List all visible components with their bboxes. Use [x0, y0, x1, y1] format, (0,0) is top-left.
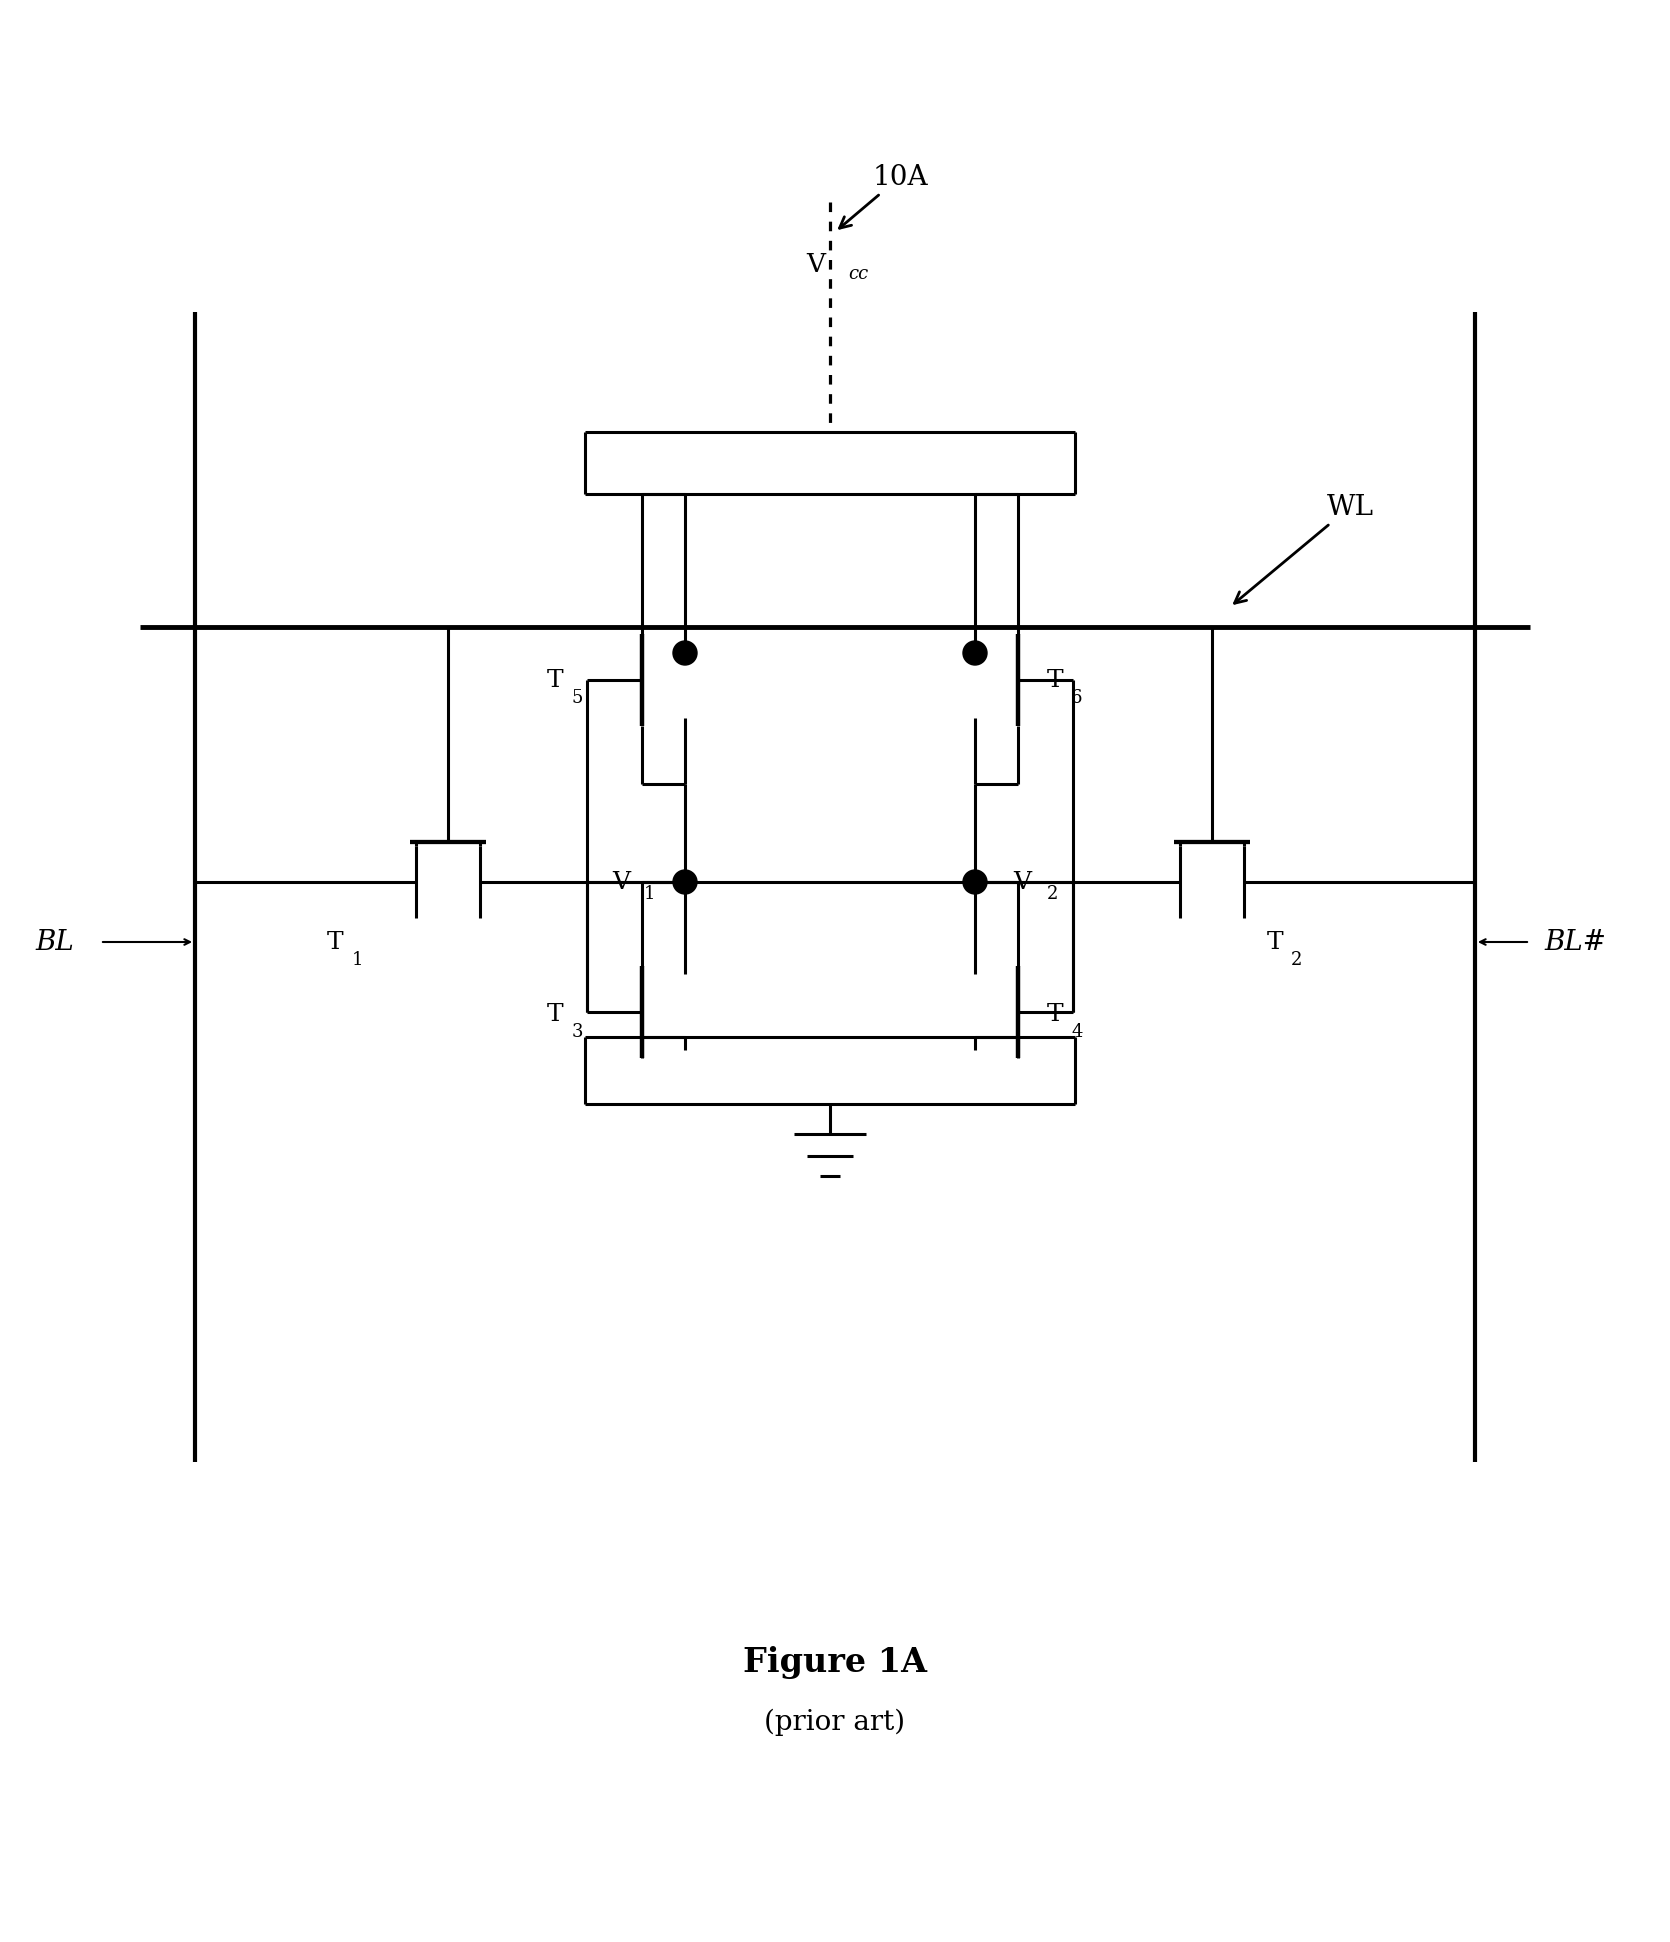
Text: (prior art): (prior art) — [765, 1709, 905, 1736]
Text: 5: 5 — [571, 689, 583, 707]
Text: BL#: BL# — [1545, 928, 1607, 955]
Text: cc: cc — [848, 264, 868, 284]
Text: 2: 2 — [1291, 952, 1303, 969]
Text: Figure 1A: Figure 1A — [743, 1645, 927, 1678]
Text: 4: 4 — [1072, 1023, 1082, 1041]
Circle shape — [673, 870, 696, 893]
Text: 6: 6 — [1070, 689, 1082, 707]
Text: T: T — [546, 1002, 563, 1025]
Circle shape — [964, 870, 987, 893]
Circle shape — [964, 641, 987, 664]
Text: WL: WL — [1234, 493, 1373, 604]
Text: V: V — [807, 252, 825, 276]
Circle shape — [673, 641, 696, 664]
Text: 1: 1 — [643, 886, 655, 903]
Text: T: T — [1047, 1002, 1064, 1025]
Text: 3: 3 — [571, 1023, 583, 1041]
Text: T: T — [1047, 668, 1064, 691]
Text: 2: 2 — [1047, 886, 1059, 903]
Text: V: V — [1014, 870, 1030, 893]
Text: V: V — [611, 870, 630, 893]
Text: 1: 1 — [351, 952, 362, 969]
Text: 10A: 10A — [840, 163, 929, 229]
Text: T: T — [546, 668, 563, 691]
Text: BL: BL — [35, 928, 75, 955]
Text: T: T — [1266, 930, 1283, 954]
Text: T: T — [327, 930, 344, 954]
